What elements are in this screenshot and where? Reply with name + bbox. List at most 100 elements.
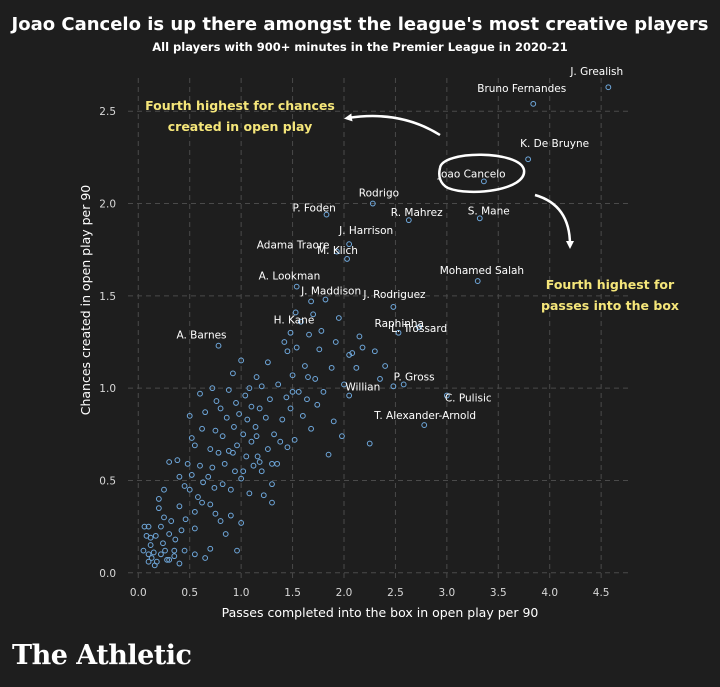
player-label: J. Rodriguez <box>362 289 426 301</box>
scatter-point <box>260 492 267 499</box>
scatter-point-labeled <box>421 422 428 428</box>
player-label: Joao Cancelo <box>437 168 506 180</box>
scatter-point <box>256 405 263 412</box>
scatter-point <box>234 547 240 554</box>
scatter-point <box>199 499 205 506</box>
scatter-point <box>213 398 220 404</box>
x-tick-label: 0.5 <box>181 587 198 599</box>
scatter-point <box>279 416 286 423</box>
scatter-point <box>244 416 251 423</box>
scatter-point <box>145 551 152 558</box>
scatter-point <box>164 556 170 563</box>
scatter-point <box>240 431 247 438</box>
scatter-point <box>230 370 236 377</box>
scatter-point <box>269 481 275 488</box>
scatter-point <box>302 363 308 369</box>
scatter-point <box>382 363 389 369</box>
scatter-point <box>151 562 158 569</box>
scatter-point <box>248 438 255 445</box>
scatter-point <box>253 433 260 440</box>
scatter-point <box>295 388 302 395</box>
scatter-point <box>243 453 250 460</box>
scatter-point <box>242 392 249 399</box>
scatter-point <box>172 536 179 543</box>
brand-logo: The Athletic <box>12 640 192 671</box>
scatter-point <box>158 551 164 558</box>
y-tick-label: 0.5 <box>99 475 116 487</box>
scatter-point <box>155 496 162 502</box>
scatter-point <box>141 523 148 530</box>
scatter-point <box>197 462 203 469</box>
x-tick-label: 1.0 <box>233 587 250 599</box>
scatter-point <box>140 547 147 554</box>
y-tick-label: 2.5 <box>99 106 116 118</box>
scatter-point <box>191 508 198 515</box>
x-tick-label: 2.0 <box>336 587 353 599</box>
scatter-point <box>341 381 347 388</box>
scatter-point <box>150 549 157 556</box>
player-label: H. Kane <box>274 314 315 326</box>
y-axis-ticks: 0.0 0.5 1.0 1.5 2.0 2.5 <box>99 106 116 580</box>
scatter-point <box>160 540 166 547</box>
scatter-point <box>222 531 229 537</box>
player-label: L. Trossard <box>391 323 447 335</box>
scatter-point <box>148 555 155 561</box>
scatter-point <box>258 468 265 475</box>
scatter-point <box>166 556 173 563</box>
scatter-point <box>219 433 226 440</box>
x-tick-label: 3.5 <box>490 587 507 599</box>
player-label: C. Pulisic <box>445 393 492 405</box>
scatter-point-labeled <box>292 309 299 316</box>
scatter-point <box>188 472 195 478</box>
scatter-point <box>250 462 257 469</box>
scatter-point-labeled <box>443 392 450 399</box>
arrow-to-passes-annotation <box>534 193 574 249</box>
scatter-point <box>308 425 314 432</box>
grid-lines <box>128 78 632 582</box>
scatter-point <box>166 459 173 465</box>
scatter-point <box>145 558 152 565</box>
y-axis-label: Chances created in open play per 90 <box>78 185 93 416</box>
scatter-point-labeled <box>390 383 397 390</box>
scatter-point <box>277 438 284 445</box>
scatter-point <box>283 394 290 401</box>
player-label: J. Harrison <box>338 225 393 237</box>
player-label: T. Alexander-Arnold <box>373 410 476 422</box>
player-label: J. Grealish <box>569 66 623 78</box>
player-label: S. Mane <box>468 205 510 217</box>
x-tick-label: 1.5 <box>284 587 301 599</box>
scatter-point <box>269 460 275 467</box>
x-axis-ticks: 0.0 0.5 1.0 1.5 2.0 2.5 3.0 3.5 4.0 4.5 <box>130 587 610 599</box>
scatter-point <box>171 547 178 554</box>
scatter-points <box>140 84 612 569</box>
scatter-point-labeled <box>293 283 300 290</box>
scatter-point <box>155 505 162 512</box>
scatter-point-labeled <box>480 178 487 185</box>
scatter-point-labeled <box>605 84 612 91</box>
scatter-point <box>209 385 216 392</box>
scatter-point <box>181 547 188 554</box>
scatter-point <box>264 446 271 452</box>
scatter-point <box>184 460 191 467</box>
scatter-point <box>314 401 321 408</box>
scatter-point <box>320 388 327 395</box>
scatter-point <box>197 390 203 397</box>
scatter-point <box>212 510 219 517</box>
scatter-point <box>202 409 209 416</box>
scatter-point-labeled <box>400 381 407 388</box>
scatter-point <box>287 405 294 412</box>
scatter-point <box>287 329 294 336</box>
scatter-point <box>256 459 263 465</box>
scatter-point <box>262 414 269 421</box>
scatter-point <box>145 523 152 530</box>
scatter-point-labeled <box>344 256 350 262</box>
scatter-point <box>264 359 271 366</box>
scatter-point <box>332 339 339 345</box>
scatter-point <box>212 427 219 434</box>
scatter-point <box>328 364 335 371</box>
y-tick-label: 1.0 <box>99 383 116 395</box>
scatter-point-labeled <box>215 342 222 349</box>
annotation-passes-line2: passes into the box <box>541 298 679 313</box>
scatter-point <box>227 486 234 493</box>
scatter-point <box>174 457 181 464</box>
